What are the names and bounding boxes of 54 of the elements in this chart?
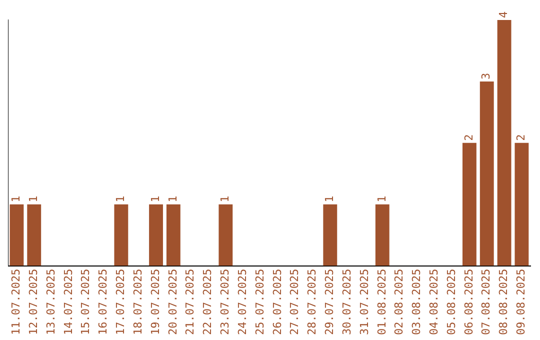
x-tick-label: 11.07.2025 <box>10 268 23 336</box>
x-tick-label: 16.07.2025 <box>96 268 110 336</box>
x-tick-label: 26.07.2025 <box>270 268 284 336</box>
x-tick-label: 29.07.2025 <box>323 268 336 336</box>
x-tick-label: 14.07.2025 <box>62 268 75 336</box>
x-tick-label: 23.07.2025 <box>218 268 232 336</box>
bar <box>375 204 390 266</box>
data-label: 1 <box>148 196 162 202</box>
bar <box>166 204 180 266</box>
bar <box>323 204 338 266</box>
data-label: 1 <box>375 196 388 202</box>
x-tick-label: 24.07.2025 <box>236 268 249 336</box>
x-tick-label: 31.07.2025 <box>358 268 371 336</box>
data-label: 1 <box>10 196 23 202</box>
x-tick-label: 05.08.2025 <box>444 268 458 336</box>
bar <box>480 81 494 266</box>
x-tick-label: 19.07.2025 <box>148 268 162 336</box>
x-tick-label: 03.08.2025 <box>410 268 424 336</box>
x-tick-label: 04.08.2025 <box>427 268 440 336</box>
bar <box>462 142 476 266</box>
x-tick-label: 02.08.2025 <box>392 268 406 336</box>
bar <box>114 204 128 266</box>
data-label: 1 <box>26 196 40 202</box>
x-tick-label: 08.08.2025 <box>497 268 510 336</box>
x-tick-label: 17.07.2025 <box>114 268 128 336</box>
x-tick-label: 07.08.2025 <box>480 268 493 336</box>
data-label: 2 <box>462 134 476 141</box>
x-tick-label: 06.08.2025 <box>462 268 476 336</box>
x-tick-label: 28.07.2025 <box>306 268 319 336</box>
data-label: 3 <box>480 72 493 80</box>
x-tick-label: 21.07.2025 <box>184 268 197 336</box>
data-label: 1 <box>323 196 336 202</box>
bar <box>497 20 512 266</box>
bar <box>514 142 529 266</box>
bar <box>27 204 42 266</box>
x-tick-label: 13.07.2025 <box>44 268 58 336</box>
x-tick-label: 20.07.2025 <box>166 268 180 336</box>
x-tick-label: 18.07.2025 <box>131 268 144 336</box>
data-label: 4 <box>497 11 510 18</box>
data-label: 1 <box>114 196 128 202</box>
data-label: 2 <box>514 134 528 141</box>
x-tick-label: 22.07.2025 <box>201 268 214 336</box>
bar <box>149 204 163 266</box>
x-tick-label: 25.07.2025 <box>253 268 266 336</box>
bar <box>10 204 24 266</box>
bar <box>218 204 233 266</box>
x-tick-label: 09.08.2025 <box>514 268 528 336</box>
x-tick-label: 01.08.2025 <box>375 268 388 336</box>
data-label: 1 <box>218 196 232 202</box>
x-tick-label: 12.07.2025 <box>26 268 40 336</box>
x-tick-label: 27.07.2025 <box>288 268 302 336</box>
x-tick-label: 15.07.2025 <box>79 268 92 336</box>
x-tick-label: 30.07.2025 <box>340 268 354 336</box>
data-label: 1 <box>166 196 180 202</box>
